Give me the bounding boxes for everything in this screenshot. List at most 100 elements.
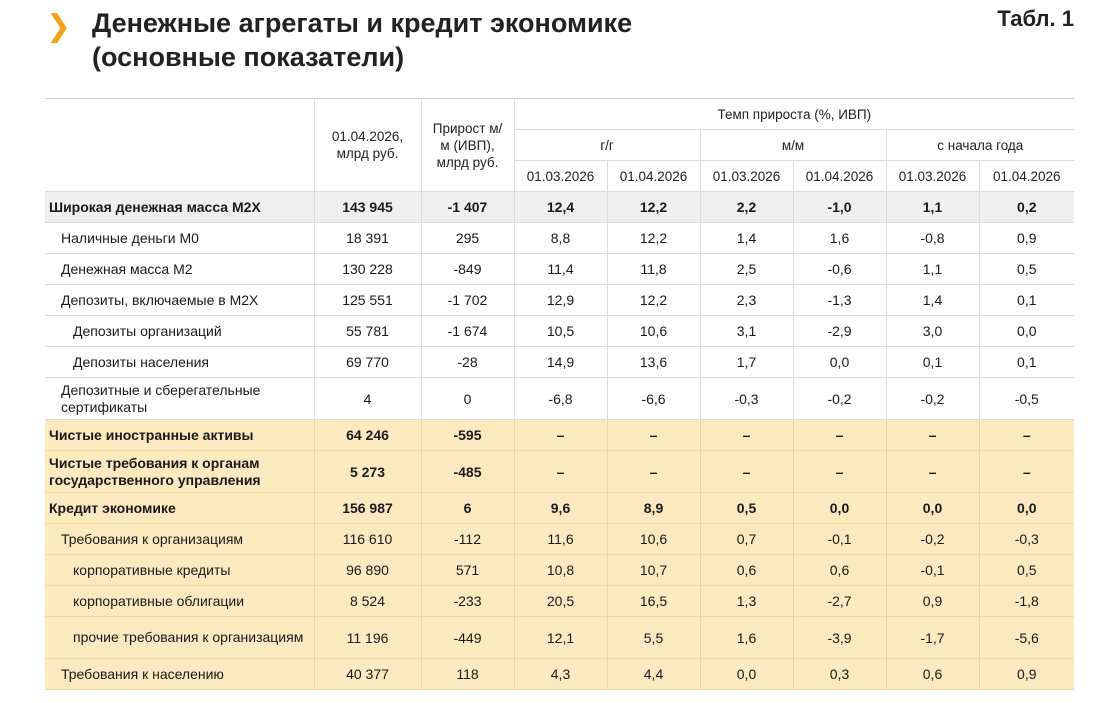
cell-value: -1 407 xyxy=(421,191,515,223)
cell-value: 8,9 xyxy=(607,492,701,524)
cell-value: 1,1 xyxy=(886,191,980,223)
cell-value: 0,7 xyxy=(700,523,794,555)
row-label: Депозитные и сберегательные сертификаты xyxy=(45,377,315,420)
table-row: Требования к населению 40 377 118 4,3 4,4 0,0… xyxy=(45,658,1075,690)
row-label: Денежная масса М2 xyxy=(45,253,315,285)
table-row: Депозиты населения 69 770 -28 14,9 13,6 1,7 0,… xyxy=(45,346,1075,378)
cell-value: 10,6 xyxy=(607,315,701,347)
row-label: корпоративные облигации xyxy=(45,585,315,617)
cell-value: -6,8 xyxy=(514,377,608,420)
cell-value: -0,2 xyxy=(886,523,980,555)
cell-value: -5,6 xyxy=(979,616,1075,659)
header-date: 01.03.2026 xyxy=(886,160,980,192)
cell-value: 10,7 xyxy=(607,554,701,586)
table-row: Широкая денежная масса М2Х 143 945 -1 407 1… xyxy=(45,191,1075,223)
cell-value: 10,5 xyxy=(514,315,608,347)
cell-value: – xyxy=(607,450,701,493)
title-line-1: Денежные агрегаты и кредит экономике xyxy=(92,8,633,38)
table-row: Денежная масса М2 130 228 -849 11,4 11,8 2,5-… xyxy=(45,253,1075,285)
cell-value: 0,1 xyxy=(979,284,1075,316)
header-date: 01.04.2026 xyxy=(607,160,701,192)
row-label: Кредит экономике xyxy=(45,492,315,524)
table-body: Широкая денежная масса М2Х 143 945 -1 407 1… xyxy=(45,191,1075,690)
cell-value: 13,6 xyxy=(607,346,701,378)
cell-value: -1,3 xyxy=(793,284,887,316)
cell-value: 0 xyxy=(421,377,515,420)
cell-value: 5 273 xyxy=(314,450,422,493)
cell-value: 0,6 xyxy=(793,554,887,586)
cell-value: 55 781 xyxy=(314,315,422,347)
cell-value: 4 xyxy=(314,377,422,420)
cell-value: 8 524 xyxy=(314,585,422,617)
cell-value: -3,9 xyxy=(793,616,887,659)
table-row: Чистые требования к органам государствен… xyxy=(45,450,1075,493)
cell-value: 0,5 xyxy=(979,253,1075,285)
row-label: Требования к населению xyxy=(45,658,315,690)
header-col1: 01.04.2026, млрд руб. xyxy=(314,98,422,192)
cell-value: – xyxy=(886,450,980,493)
cell-value: 3,1 xyxy=(700,315,794,347)
cell-value: 0,1 xyxy=(979,346,1075,378)
cell-value: 116 610 xyxy=(314,523,422,555)
cell-value: -1,7 xyxy=(886,616,980,659)
cell-value: 1,4 xyxy=(886,284,980,316)
header-rate-group: Темп прироста (%, ИВП) xyxy=(514,98,1075,130)
row-label: Чистые иностранные активы xyxy=(45,419,315,451)
cell-value: 0,6 xyxy=(700,554,794,586)
table-row: Депозитные и сберегательные сертификаты 4… xyxy=(45,377,1075,420)
cell-value: -1 702 xyxy=(421,284,515,316)
cell-value: – xyxy=(793,450,887,493)
cell-value: – xyxy=(979,450,1075,493)
cell-value: 14,9 xyxy=(514,346,608,378)
table-number: Табл. 1 xyxy=(997,6,1074,31)
cell-value: 4,4 xyxy=(607,658,701,690)
header-yy: г/г xyxy=(514,129,701,161)
row-label: Депозиты организаций xyxy=(45,315,315,347)
header-col2: Прирост м/м (ИВП), млрд руб. xyxy=(421,98,515,192)
cell-value: -0,8 xyxy=(886,222,980,254)
page-title: Денежные агрегаты и кредит экономике (ос… xyxy=(92,6,632,74)
cell-value: -2,7 xyxy=(793,585,887,617)
header-date: 01.04.2026 xyxy=(793,160,887,192)
cell-value: 1,1 xyxy=(886,253,980,285)
cell-value: 4,3 xyxy=(514,658,608,690)
header-empty xyxy=(45,98,315,192)
chevron-right-icon: ❯ xyxy=(46,10,72,43)
cell-value: 0,2 xyxy=(979,191,1075,223)
table-row: Кредит экономике 156 987 6 9,6 8,9 0,5 0,0 0,0 0… xyxy=(45,492,1075,524)
cell-value: 0,9 xyxy=(979,658,1075,690)
cell-value: -485 xyxy=(421,450,515,493)
cell-value: 0,9 xyxy=(979,222,1075,254)
cell-value: -849 xyxy=(421,253,515,285)
cell-value: -28 xyxy=(421,346,515,378)
cell-value: -0,2 xyxy=(886,377,980,420)
cell-value: 10,6 xyxy=(607,523,701,555)
cell-value: 96 890 xyxy=(314,554,422,586)
cell-value: 18 391 xyxy=(314,222,422,254)
cell-value: – xyxy=(607,419,701,451)
cell-value: 118 xyxy=(421,658,515,690)
cell-value: -449 xyxy=(421,616,515,659)
cell-value: 5,5 xyxy=(607,616,701,659)
cell-value: 20,5 xyxy=(514,585,608,617)
header-mm: м/м xyxy=(700,129,887,161)
cell-value: – xyxy=(793,419,887,451)
cell-value: 3,0 xyxy=(886,315,980,347)
cell-value: 11,6 xyxy=(514,523,608,555)
cell-value: 295 xyxy=(421,222,515,254)
cell-value: -0,2 xyxy=(793,377,887,420)
cell-value: 143 945 xyxy=(314,191,422,223)
cell-value: 571 xyxy=(421,554,515,586)
header-date: 01.03.2026 xyxy=(514,160,608,192)
cell-value: 0,0 xyxy=(979,492,1075,524)
table-row: Требования к организациям 116 610 -112 11,6… xyxy=(45,523,1075,555)
data-table: 01.04.2026, млрд руб. Прирост м/м (ИВП),… xyxy=(45,98,1075,690)
cell-value: – xyxy=(514,419,608,451)
cell-value: 0,0 xyxy=(700,658,794,690)
cell-value: 1,6 xyxy=(793,222,887,254)
cell-value: 0,6 xyxy=(886,658,980,690)
cell-value: – xyxy=(886,419,980,451)
cell-value: 2,3 xyxy=(700,284,794,316)
cell-value: -0,3 xyxy=(979,523,1075,555)
cell-value: 2,2 xyxy=(700,191,794,223)
